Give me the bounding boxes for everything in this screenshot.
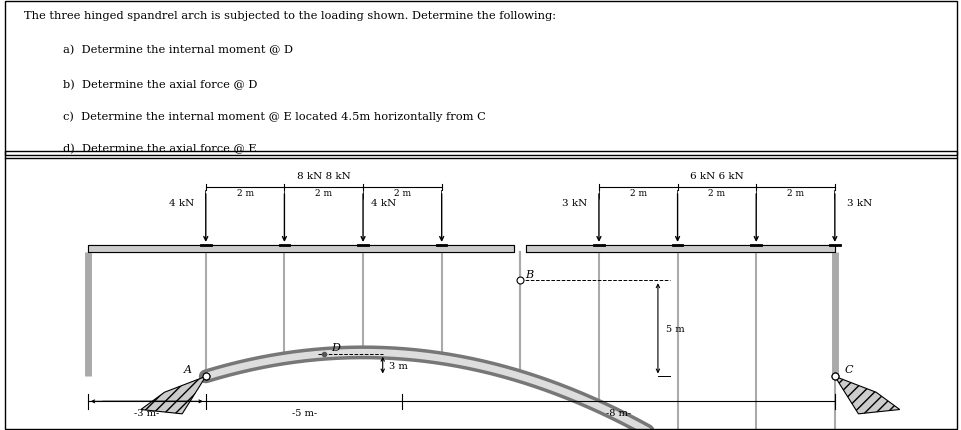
Text: A: A <box>184 364 191 374</box>
Text: 2 m: 2 m <box>236 189 254 198</box>
Text: 5 m: 5 m <box>665 324 683 333</box>
Polygon shape <box>140 377 206 414</box>
Text: |: | <box>832 189 835 198</box>
Text: b)  Determine the axial force @ D: b) Determine the axial force @ D <box>62 80 257 90</box>
Text: C: C <box>844 364 852 374</box>
Text: -8 m-: -8 m- <box>605 408 630 417</box>
Polygon shape <box>526 245 834 252</box>
Text: |: | <box>676 189 678 198</box>
Text: 3 kN: 3 kN <box>846 199 871 208</box>
Text: |: | <box>754 189 757 198</box>
Text: |: | <box>283 189 285 198</box>
Text: |: | <box>204 189 207 198</box>
Text: d)  Determine the axial force @ E: d) Determine the axial force @ E <box>62 143 256 154</box>
Text: D: D <box>332 343 340 353</box>
Text: 4 kN: 4 kN <box>168 199 194 208</box>
Text: 2 m: 2 m <box>315 189 332 198</box>
Text: a)  Determine the internal moment @ D: a) Determine the internal moment @ D <box>62 45 292 55</box>
Polygon shape <box>834 377 899 414</box>
Text: B: B <box>525 269 532 279</box>
Text: c)  Determine the internal moment @ E located 4.5m horizontally from C: c) Determine the internal moment @ E loc… <box>62 111 484 122</box>
Polygon shape <box>87 245 514 252</box>
Text: 2 m: 2 m <box>393 189 410 198</box>
Text: |: | <box>597 189 600 198</box>
Text: 3 kN: 3 kN <box>561 199 586 208</box>
Text: 2 m: 2 m <box>707 189 725 198</box>
Text: 3 m: 3 m <box>388 361 407 370</box>
Text: The three hinged spandrel arch is subjected to the loading shown. Determine the : The three hinged spandrel arch is subjec… <box>24 11 555 21</box>
Text: 8 kN 8 kN: 8 kN 8 kN <box>297 172 350 181</box>
Text: 2 m: 2 m <box>629 189 646 198</box>
Text: -3 m-: -3 m- <box>134 408 160 417</box>
Text: 6 kN 6 kN: 6 kN 6 kN <box>689 172 743 181</box>
Text: 4 kN: 4 kN <box>371 199 396 208</box>
Text: |: | <box>440 189 443 198</box>
Text: 2 m: 2 m <box>786 189 803 198</box>
Text: |: | <box>361 189 364 198</box>
Text: -5 m-: -5 m- <box>291 408 316 417</box>
